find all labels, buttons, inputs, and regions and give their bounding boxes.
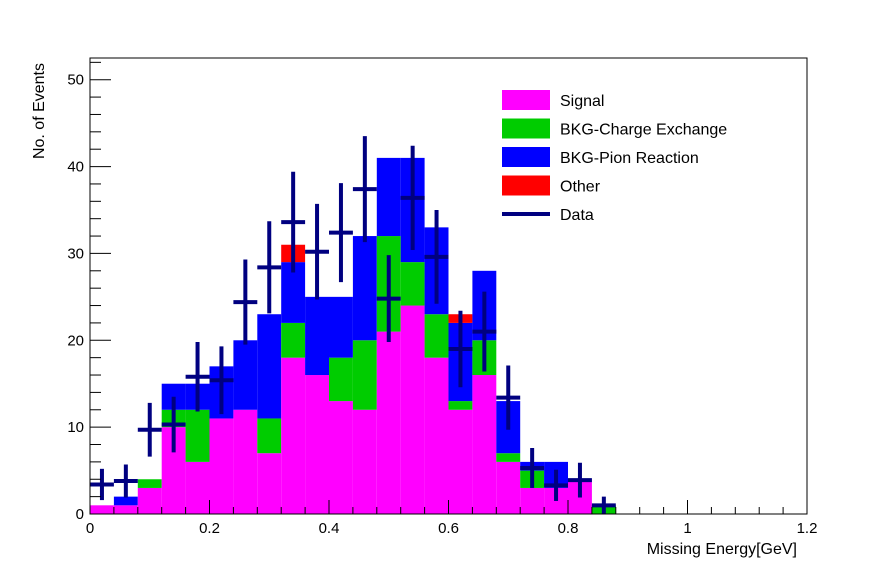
data-point-21 bbox=[591, 496, 616, 514]
data-point-5 bbox=[209, 346, 234, 415]
data-point-13 bbox=[400, 145, 425, 250]
bar-signal-1 bbox=[113, 505, 138, 514]
data-point-18 bbox=[520, 447, 545, 488]
bar-bkg-pion-reaction-8 bbox=[281, 262, 306, 323]
bar-signal-9 bbox=[305, 375, 329, 514]
x-axis-ticks: 0 0.2 0.4 0.6 0.8 1 1.2 bbox=[86, 500, 818, 537]
y-tick-label-1: 10 bbox=[67, 419, 84, 436]
bar-bkg-charge-exchange-8 bbox=[281, 322, 306, 358]
x-tick-label-0: 0 bbox=[86, 520, 94, 537]
data-point-0 bbox=[90, 468, 114, 501]
legend-swatch bbox=[502, 118, 550, 139]
bar-bkg-pion-reaction-7 bbox=[257, 314, 282, 419]
bar-bkg-pion-reaction-11 bbox=[352, 236, 377, 341]
y-tick-label-0: 0 bbox=[76, 506, 84, 523]
bar-signal-18 bbox=[520, 487, 545, 514]
bar-bkg-charge-exchange-10 bbox=[329, 357, 353, 402]
bar-bkg-charge-exchange-17 bbox=[496, 453, 521, 462]
data-point-9 bbox=[305, 203, 329, 300]
data-point-2 bbox=[137, 402, 162, 457]
bar-signal-12 bbox=[376, 331, 401, 514]
y-axis-title: No. of Events bbox=[31, 63, 48, 159]
bar-signal-7 bbox=[257, 453, 282, 514]
bar-bkg-pion-reaction-10 bbox=[329, 296, 353, 358]
x-tick-label-4: 0.8 bbox=[558, 520, 579, 537]
x-axis-title: Missing Energy[GeV] bbox=[647, 541, 797, 558]
y-tick-label-2: 20 bbox=[67, 332, 84, 349]
data-point-10 bbox=[329, 183, 353, 283]
bar-bkg-pion-reaction-6 bbox=[233, 340, 258, 410]
bar-bkg-pion-reaction-1 bbox=[113, 496, 138, 506]
data-point-1 bbox=[113, 464, 138, 498]
bar-bkg-pion-reaction-12 bbox=[376, 157, 401, 237]
data-point-20 bbox=[568, 462, 592, 498]
legend-label: Data bbox=[560, 207, 594, 224]
data-point-6 bbox=[233, 259, 258, 345]
bar-signal-0 bbox=[90, 505, 114, 514]
bar-signal-8 bbox=[281, 357, 306, 514]
y-tick-label-5: 50 bbox=[67, 72, 84, 89]
y-axis-ticks: 0 10 20 30 40 50 bbox=[67, 61, 111, 523]
bar-bkg-charge-exchange-11 bbox=[352, 340, 377, 410]
data-point-16 bbox=[472, 291, 497, 372]
data-point-8 bbox=[281, 171, 306, 273]
bar-signal-4 bbox=[185, 461, 210, 514]
legend: Signal BKG-Charge Exchange BKG-Pion Reacti… bbox=[502, 90, 727, 224]
data-point-12 bbox=[376, 255, 401, 343]
legend-entry-other: Other bbox=[502, 175, 601, 196]
legend-swatch bbox=[502, 175, 550, 196]
legend-label: BKG-Pion Reaction bbox=[560, 150, 699, 167]
bar-signal-13 bbox=[400, 305, 425, 514]
x-tick-label-1: 0.2 bbox=[199, 520, 220, 537]
legend-swatch bbox=[502, 147, 550, 167]
x-tick-label-6: 1.2 bbox=[797, 520, 818, 537]
bar-signal-14 bbox=[424, 357, 449, 514]
legend-swatch bbox=[502, 90, 550, 110]
data-points bbox=[90, 136, 616, 514]
legend-label: BKG-Charge Exchange bbox=[560, 122, 727, 139]
data-point-4 bbox=[185, 342, 210, 412]
y-tick-label-3: 30 bbox=[67, 245, 84, 262]
bar-signal-3 bbox=[161, 427, 186, 514]
bar-bkg-charge-exchange-15 bbox=[448, 401, 473, 410]
data-point-19 bbox=[544, 469, 568, 501]
bar-bkg-charge-exchange-4 bbox=[185, 409, 210, 462]
data-point-3 bbox=[161, 396, 186, 453]
bar-signal-11 bbox=[352, 409, 377, 514]
bar-bkg-charge-exchange-13 bbox=[400, 262, 425, 306]
data-point-15 bbox=[448, 310, 473, 388]
x-tick-label-5: 1 bbox=[683, 520, 691, 537]
bar-bkg-charge-exchange-14 bbox=[424, 314, 449, 358]
bar-signal-6 bbox=[233, 409, 258, 514]
data-point-14 bbox=[424, 210, 449, 304]
legend-entry-bkg-pion-reaction: BKG-Pion Reaction bbox=[502, 147, 699, 167]
bar-signal-16 bbox=[472, 375, 497, 514]
legend-entry-bkg-charge-exchange: BKG-Charge Exchange bbox=[502, 118, 727, 139]
bar-signal-15 bbox=[448, 409, 473, 514]
legend-label: Signal bbox=[560, 93, 604, 110]
bar-signal-2 bbox=[137, 487, 162, 514]
bar-signal-17 bbox=[496, 461, 521, 514]
data-point-11 bbox=[352, 136, 377, 243]
bar-bkg-charge-exchange-2 bbox=[137, 479, 162, 488]
x-tick-label-2: 0.4 bbox=[319, 520, 340, 537]
x-tick-label-3: 0.6 bbox=[438, 520, 459, 537]
data-point-7 bbox=[257, 221, 282, 314]
legend-label: Other bbox=[560, 179, 601, 196]
stacked-bars bbox=[90, 157, 616, 514]
legend-entry-data: Data bbox=[502, 207, 594, 224]
y-tick-label-4: 40 bbox=[67, 159, 84, 176]
legend-entry-signal: Signal bbox=[502, 90, 604, 110]
bar-bkg-charge-exchange-7 bbox=[257, 418, 282, 454]
bar-bkg-pion-reaction-9 bbox=[305, 296, 329, 376]
data-point-17 bbox=[496, 365, 521, 430]
bar-signal-5 bbox=[209, 418, 234, 514]
bar-signal-10 bbox=[329, 401, 353, 514]
